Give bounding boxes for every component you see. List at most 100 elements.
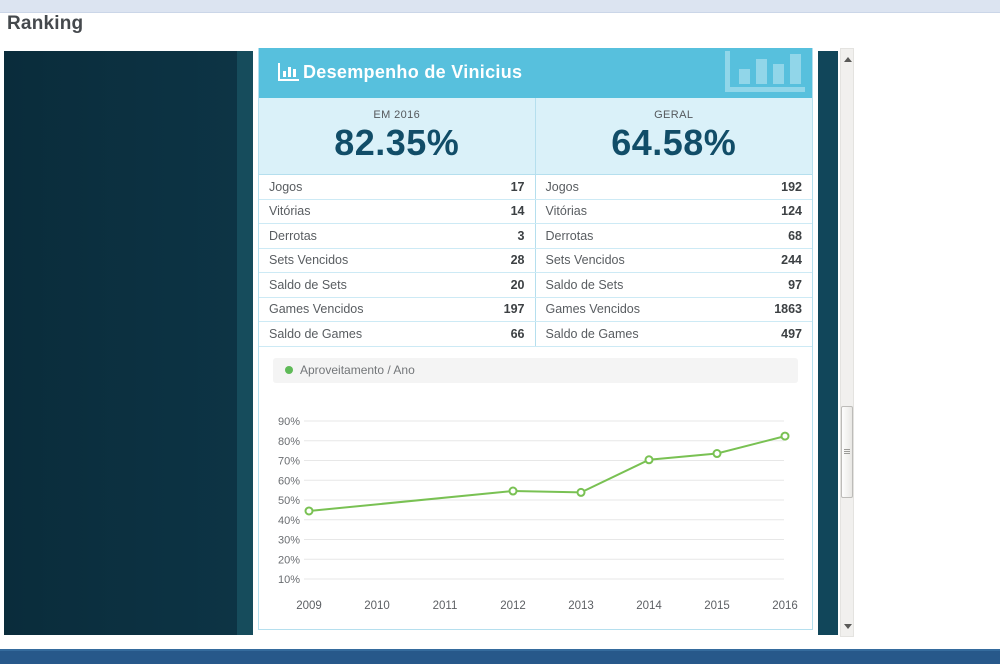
row-value: 1863	[774, 302, 802, 317]
scrollbar-grip	[844, 449, 850, 455]
row-label: Games Vencidos	[545, 302, 641, 317]
row-value: 244	[781, 253, 802, 268]
row-value: 124	[781, 204, 802, 219]
table-row: Games Vencidos 197 Games Vencidos 1863	[259, 297, 813, 322]
x-tick-label: 2010	[364, 600, 390, 612]
dimmed-background-right	[818, 51, 838, 635]
chart-legend: Aproveitamento / Ano	[273, 357, 798, 383]
table-cell: Games Vencidos 197	[259, 297, 536, 321]
footer-bar	[0, 649, 1000, 664]
stat-em-2016: EM 2016 82.35%	[259, 98, 536, 174]
dimmed-background-left-edge	[237, 51, 253, 635]
stat-value: 64.58%	[611, 122, 737, 163]
table-row: Saldo de Games 66 Saldo de Games 497	[259, 322, 812, 347]
x-tick-label: 2009	[296, 600, 322, 612]
row-value: 14	[510, 204, 525, 219]
data-point-marker	[712, 448, 722, 458]
scroll-up-icon[interactable]	[844, 57, 852, 62]
row-label: Sets Vencidos	[269, 253, 349, 268]
vertical-scrollbar[interactable]	[840, 48, 854, 637]
stats-table: Jogos 17 Jogos 192 Vitórias 14 Vitórias 124 …	[259, 175, 812, 347]
page-title: Ranking	[7, 13, 84, 34]
bar-chart-icon	[278, 63, 299, 81]
y-tick-label: 40%	[278, 514, 300, 526]
performance-modal: Desempenho de Vinicius EM 2016 82.35% GE…	[258, 48, 813, 630]
table-cell: Derrotas 3	[259, 224, 536, 248]
row-value: 192	[781, 179, 802, 194]
x-tick-label: 2012	[500, 600, 526, 612]
y-tick-label: 80%	[278, 435, 300, 447]
table-cell: Vitórias 14	[259, 199, 536, 223]
y-tick-label: 50%	[278, 495, 300, 507]
table-cell: Jogos 17	[259, 175, 536, 199]
series-line	[308, 434, 786, 512]
scrollbar-thumb[interactable]	[841, 406, 853, 498]
table-cell: Sets Vencidos 244	[536, 249, 813, 273]
row-label: Derrotas	[545, 228, 594, 243]
legend-marker-green-dot	[285, 366, 293, 374]
y-tick-label: 30%	[278, 534, 300, 546]
row-value: 497	[781, 326, 802, 341]
row-value: 68	[788, 228, 802, 243]
y-tick-label: 90%	[278, 416, 300, 428]
data-point-marker	[644, 454, 654, 464]
x-tick-label: 2013	[568, 600, 594, 612]
x-tick-label: 2016	[772, 600, 798, 612]
stat-value: 82.35%	[334, 122, 460, 163]
table-cell: Saldo de Games 66	[259, 322, 536, 346]
row-label: Saldo de Sets	[269, 277, 347, 292]
y-tick-label: 60%	[278, 475, 300, 487]
table-row: Jogos 17 Jogos 192	[259, 175, 812, 200]
row-value: 20	[510, 277, 525, 292]
table-row: Derrotas 3 Derrotas 68	[259, 224, 812, 249]
row-label: Saldo de Sets	[545, 277, 624, 292]
stat-geral: GERAL 64.58%	[536, 98, 813, 174]
row-value: 97	[788, 277, 802, 292]
bar-chart-watermark-icon	[725, 51, 805, 92]
chart-section: 90% 80% 70% 60% 50% 40% 30% 20% 10% 2009 2010 2011 2…	[259, 346, 812, 626]
y-tick-label: 10%	[278, 574, 300, 586]
modal-header: Desempenho de Vinicius	[259, 48, 812, 98]
row-value: 197	[503, 302, 525, 317]
table-cell: Derrotas 68	[536, 224, 813, 248]
x-tick-label: 2014	[636, 600, 662, 612]
table-cell: Games Vencidos 1863	[536, 298, 813, 322]
row-value: 17	[510, 179, 525, 194]
table-cell: Jogos 192	[536, 175, 813, 199]
table-cell: Saldo de Games 497	[536, 322, 813, 346]
row-label: Vitórias	[545, 204, 587, 219]
row-value: 28	[510, 253, 525, 268]
table-row: Vitórias 14 Vitórias 124	[259, 199, 813, 224]
modal-title: Desempenho de Vinicius	[303, 62, 523, 82]
row-label: Derrotas	[269, 228, 317, 243]
row-label: Jogos	[269, 179, 303, 194]
legend-label: Aproveitamento / Ano	[300, 363, 415, 377]
row-value: 3	[517, 228, 525, 243]
stat-label: GERAL	[654, 109, 694, 121]
row-label: Jogos	[545, 179, 579, 194]
row-value: 66	[510, 326, 525, 341]
table-cell: Saldo de Sets 20	[259, 273, 536, 297]
performance-chart: 90% 80% 70% 60% 50% 40% 30% 20% 10% 2009 2010 2011 2…	[278, 416, 798, 612]
y-tick-label: 20%	[278, 554, 300, 566]
table-cell: Saldo de Sets 97	[536, 273, 813, 297]
row-label: Vitórias	[269, 204, 311, 219]
stat-label: EM 2016	[373, 109, 421, 121]
row-label: Saldo de Games	[269, 326, 363, 341]
table-cell: Sets Vencidos 28	[259, 248, 536, 272]
row-label: Games Vencidos	[269, 302, 364, 317]
x-tick-label: 2011	[433, 600, 458, 612]
row-label: Sets Vencidos	[545, 253, 625, 268]
dimmed-background-left	[4, 51, 237, 635]
data-point-marker	[576, 487, 586, 497]
table-row: Saldo de Sets 20 Saldo de Sets 97	[259, 273, 812, 298]
table-row: Sets Vencidos 28 Sets Vencidos 244	[259, 248, 813, 273]
top-bar	[0, 0, 1000, 13]
data-point-marker	[304, 505, 314, 515]
scroll-down-icon[interactable]	[844, 624, 852, 629]
y-tick-label: 70%	[278, 455, 300, 467]
data-point-marker	[780, 431, 790, 441]
x-tick-label: 2015	[704, 600, 730, 612]
table-cell: Vitórias 124	[536, 200, 813, 224]
summary-stats: EM 2016 82.35% GERAL 64.58%	[259, 98, 812, 175]
